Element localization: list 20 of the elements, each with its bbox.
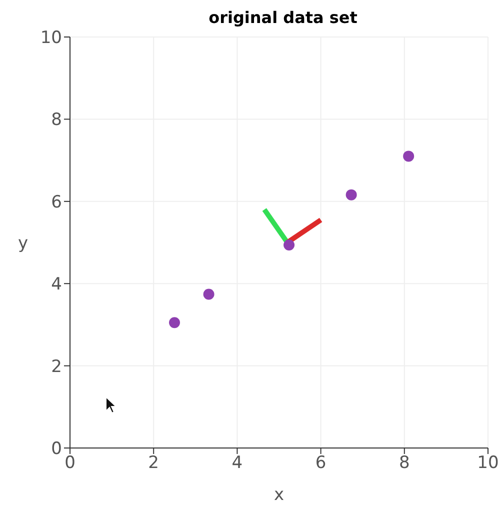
y-tick-label: 8: [51, 110, 62, 130]
x-tick-label: 8: [398, 453, 410, 474]
y-tick-label: 2: [51, 356, 62, 377]
point: [284, 239, 295, 250]
y-tick-label: 4: [51, 274, 62, 295]
x-tick-label: 0: [64, 453, 76, 474]
point: [346, 189, 357, 200]
y-tick-label: 0: [51, 439, 62, 460]
y-axis-title: y: [18, 234, 28, 254]
y-tick-label: 10: [40, 28, 62, 48]
chart-title: original data set: [208, 8, 358, 29]
x-tick-label: 4: [232, 453, 243, 474]
point: [203, 288, 214, 300]
x-tick-label: 10: [477, 453, 499, 474]
point: [403, 150, 414, 162]
point: [169, 317, 180, 328]
y-tick-label: 6: [51, 192, 62, 212]
x-axis-title: x: [274, 485, 284, 505]
x-tick-label: 2: [148, 453, 160, 474]
x-tick-label: 6: [315, 453, 326, 474]
